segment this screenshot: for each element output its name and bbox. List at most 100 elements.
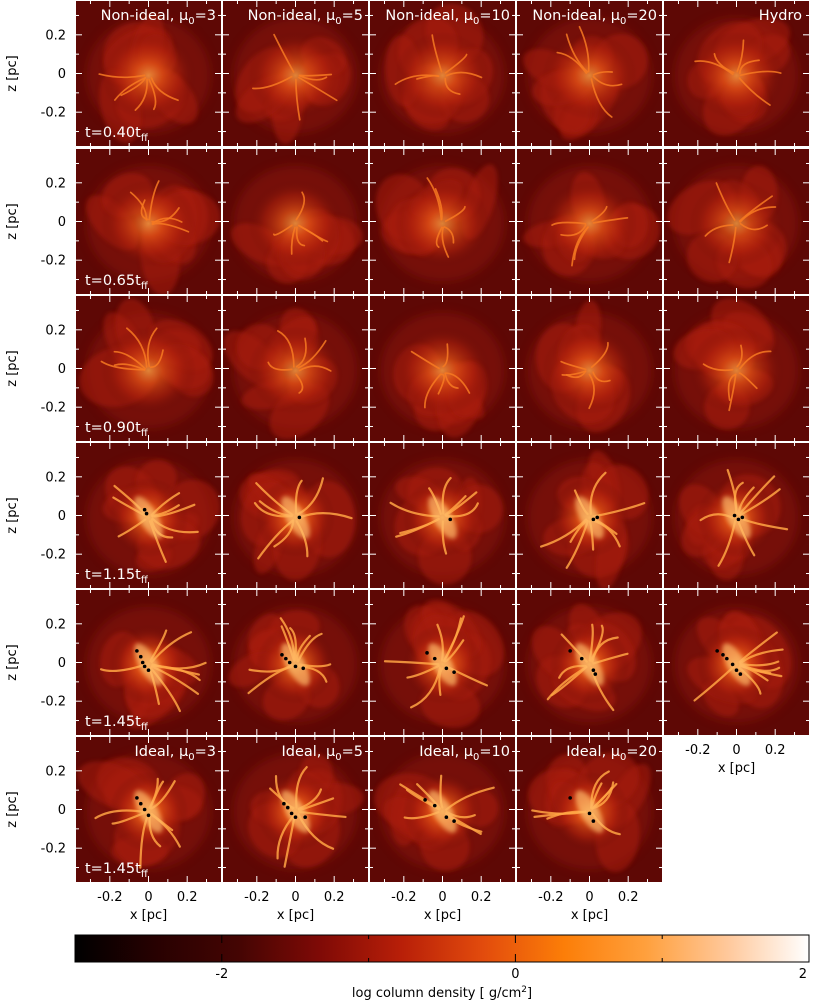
panel-ticks xyxy=(222,148,369,295)
panel-grid: Non-ideal, μ0=3 Non-ideal, μ0=5 Non-ideal,… xyxy=(75,0,810,883)
panel-ticks xyxy=(75,442,222,589)
y-tick-label: 0.2 xyxy=(45,617,66,632)
panel-ticks xyxy=(75,295,222,442)
time-label: t=0.65tff xyxy=(85,273,149,292)
sink-particle xyxy=(303,815,307,820)
sink-particle xyxy=(736,517,741,522)
sink-particle xyxy=(734,668,739,673)
x-tick-label: -0.2 xyxy=(538,890,563,905)
time-label: t=0.90tff xyxy=(85,420,149,439)
cloud-image xyxy=(79,298,214,429)
density-panel xyxy=(516,589,663,736)
cloud-image xyxy=(233,17,358,145)
x-tick-label: 0 xyxy=(732,743,740,758)
sink-particle xyxy=(452,819,456,823)
panel-ticks xyxy=(222,442,369,589)
panel-ticks xyxy=(369,442,516,589)
panel-ticks xyxy=(222,589,369,736)
sink-particle xyxy=(595,515,600,520)
cloud-image xyxy=(86,165,221,295)
density-panel xyxy=(663,295,810,442)
panel-ticks xyxy=(75,148,222,295)
panel-title: Ideal, μ0=3 xyxy=(134,744,216,763)
sink-particle xyxy=(732,513,737,518)
sink-particle xyxy=(591,517,596,522)
density-panel: Non-ideal, μ0=10 xyxy=(369,0,516,147)
cloud-image xyxy=(527,450,652,589)
panel-ticks xyxy=(222,736,369,883)
panel-ticks xyxy=(516,442,663,589)
panel-ticks xyxy=(516,736,663,883)
sink-particle xyxy=(715,649,719,653)
sink-particle xyxy=(432,803,437,808)
sink-particle xyxy=(301,666,306,671)
cloud-image xyxy=(228,606,358,723)
panel-ticks xyxy=(516,295,663,442)
cloud-image xyxy=(527,300,652,433)
density-panel xyxy=(222,589,369,736)
sink-particle xyxy=(721,652,725,657)
density-panel: Ideal, μ0=5 xyxy=(222,736,369,883)
x-axis-label: x [pc] xyxy=(571,908,608,923)
sink-particle xyxy=(280,652,284,657)
sink-particle xyxy=(285,805,290,810)
colorbar-tick-label: 0 xyxy=(511,967,519,982)
x-tick-label: 0.2 xyxy=(177,890,198,905)
cloud-image xyxy=(527,752,652,872)
y-tick-label: 0.2 xyxy=(45,323,66,338)
y-tick-label: 0 xyxy=(58,509,66,524)
density-panel: Hydro xyxy=(663,0,810,147)
panel-ticks xyxy=(663,295,810,442)
x-tick-label: -0.2 xyxy=(244,890,269,905)
sink-particle xyxy=(146,813,151,818)
sink-particle xyxy=(282,801,286,806)
cloud-image xyxy=(77,753,211,870)
x-tick-label: 0 xyxy=(144,890,152,905)
panel-ticks xyxy=(369,295,516,442)
cloud-image xyxy=(380,459,505,585)
sink-particle xyxy=(284,656,288,661)
panel-ticks xyxy=(222,0,369,147)
cloud-image xyxy=(223,308,358,440)
sink-particle xyxy=(138,654,143,659)
x-tick-label: -0.2 xyxy=(685,743,710,758)
cloud-image xyxy=(233,753,364,870)
sink-particle xyxy=(142,664,147,669)
x-axis-label: x [pc] xyxy=(718,761,755,776)
sink-particle xyxy=(568,796,572,800)
x-tick-label: 0.2 xyxy=(471,890,492,905)
y-tick-label: -0.2 xyxy=(41,842,66,857)
y-tick-label: -0.2 xyxy=(41,695,66,710)
sink-particle xyxy=(142,507,147,512)
panel-ticks xyxy=(369,736,516,883)
density-panel xyxy=(516,442,663,589)
sink-particle xyxy=(448,517,453,522)
colorbar-gradient xyxy=(74,934,810,963)
panel-ticks xyxy=(222,295,369,442)
density-panel xyxy=(369,589,516,736)
sink-particle xyxy=(293,815,298,820)
density-panel xyxy=(75,148,222,295)
sink-particle xyxy=(579,656,584,661)
sink-particle xyxy=(289,811,294,816)
density-panel xyxy=(369,442,516,589)
panel-ticks xyxy=(369,148,516,295)
density-panel: Ideal, μ0=20 xyxy=(516,736,663,883)
x-tick-label: 0.2 xyxy=(324,890,345,905)
colorbar-tick-label: 2 xyxy=(799,967,807,982)
y-tick-label: 0.2 xyxy=(45,28,66,43)
density-panel: Non-ideal, μ0=20 xyxy=(516,0,663,147)
y-tick-label: 0 xyxy=(58,362,66,377)
time-label: t=1.45tff xyxy=(85,861,149,880)
panel-ticks xyxy=(516,148,663,295)
cloud-image xyxy=(674,459,799,581)
density-panel: Ideal, μ0=10 xyxy=(369,736,516,883)
x-axis-label: x [pc] xyxy=(277,908,314,923)
sink-particle xyxy=(568,649,572,653)
panel-title: Non-ideal, μ0=5 xyxy=(248,8,363,27)
density-panel xyxy=(369,148,516,295)
x-tick-label: -0.2 xyxy=(97,890,122,905)
sink-particle xyxy=(740,515,745,520)
panel-title: Non-ideal, μ0=20 xyxy=(532,8,657,27)
